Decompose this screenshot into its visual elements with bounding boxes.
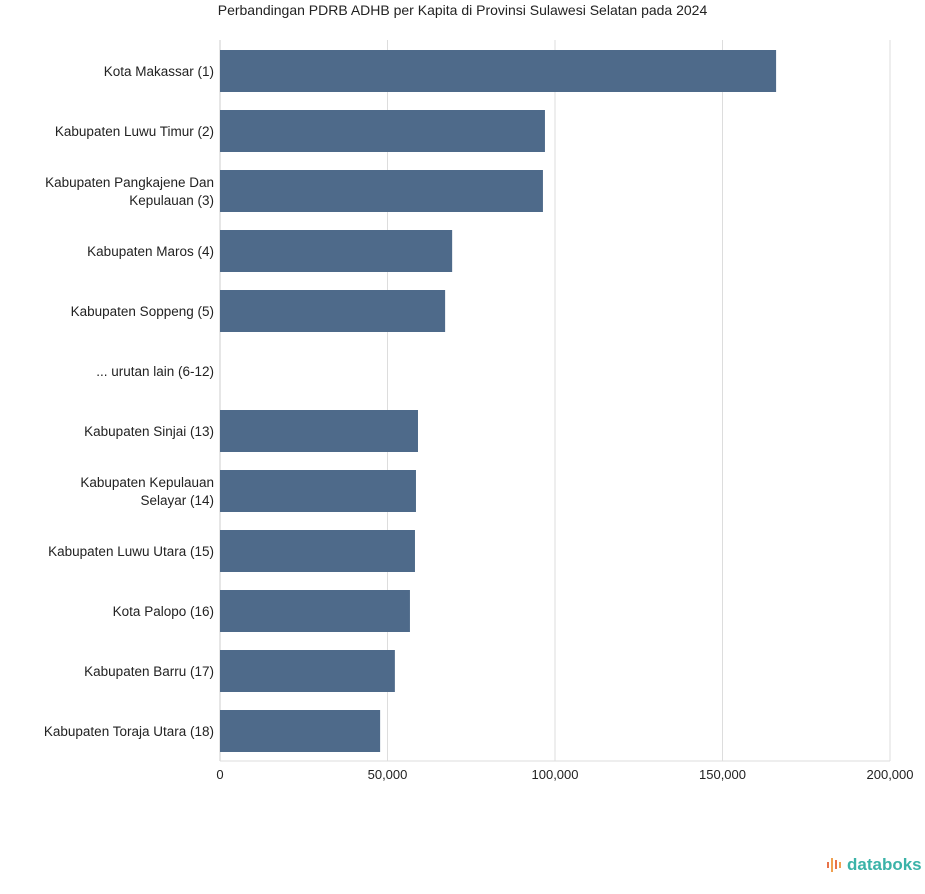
chart-title: Perbandingan PDRB ADHB per Kapita di Pro… <box>217 2 708 18</box>
databoks-logo: databoks <box>826 855 922 875</box>
bar <box>220 110 545 152</box>
x-tick-label: 200,000 <box>867 767 914 782</box>
category-label: Kabupaten Maros (4) <box>87 244 214 259</box>
bar <box>220 410 418 452</box>
x-tick-label: 50,000 <box>368 767 408 782</box>
logo-text: databoks <box>847 855 922 874</box>
x-tick-label: 0 <box>216 767 223 782</box>
category-label: Kabupaten Toraja Utara (18) <box>44 724 214 739</box>
category-label: Kabupaten Luwu Utara (15) <box>48 544 214 559</box>
bar <box>220 650 395 692</box>
bar <box>220 530 415 572</box>
category-label: Kabupaten Kepulauan Selayar (14) <box>80 475 214 508</box>
category-label: ... urutan lain (6-12) <box>96 364 214 379</box>
bar <box>220 170 543 212</box>
category-label: Kabupaten Barru (17) <box>84 664 214 679</box>
category-label: Kota Makassar (1) <box>104 64 214 79</box>
logo-bars-icon <box>827 858 841 872</box>
category-label: Kabupaten Luwu Timur (2) <box>55 124 214 139</box>
bar <box>220 470 416 512</box>
category-label: Kabupaten Sinjai (13) <box>84 424 214 439</box>
bar <box>220 710 381 752</box>
category-label: Kota Palopo (16) <box>113 604 214 619</box>
category-label: Kabupaten Soppeng (5) <box>71 304 214 319</box>
category-label: Kabupaten Pangkajene Dan Kepulauan (3) <box>45 175 214 208</box>
bar <box>220 230 453 272</box>
bar <box>220 290 446 332</box>
x-tick-label: 150,000 <box>699 767 746 782</box>
x-tick-label: 100,000 <box>532 767 579 782</box>
bar <box>220 590 410 632</box>
bar <box>220 50 777 92</box>
